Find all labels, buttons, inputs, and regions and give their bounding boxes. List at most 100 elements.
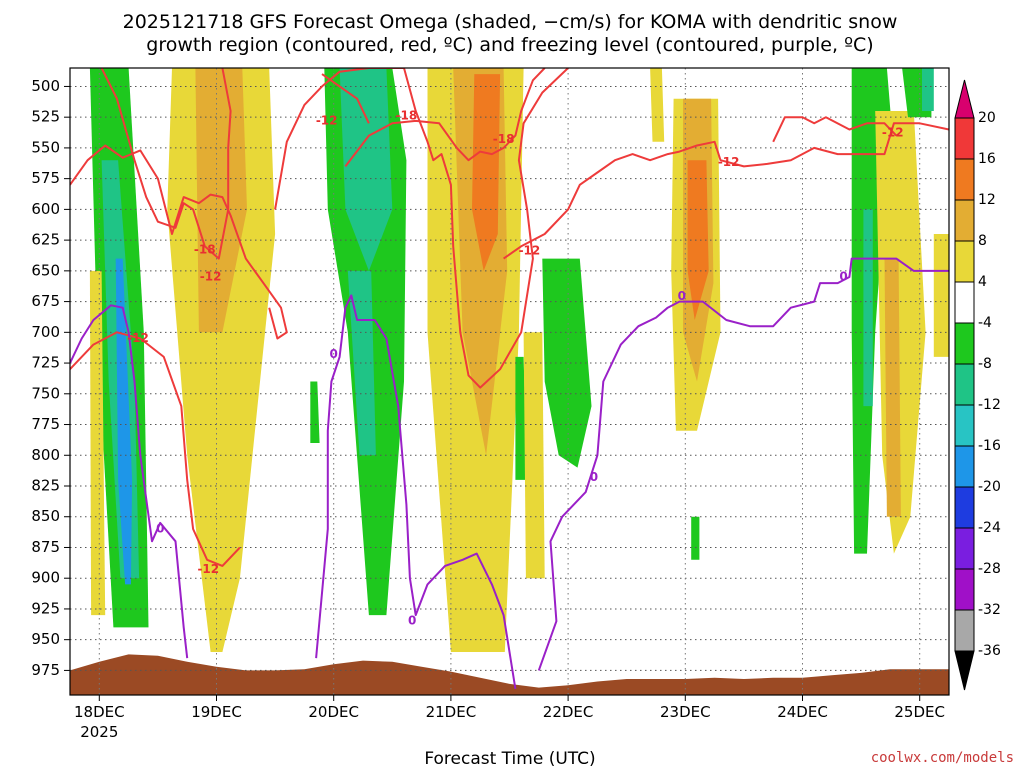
- colorbar-label-5: -4: [978, 315, 992, 331]
- y-tick-label-700: 700: [31, 323, 60, 341]
- y-tick-label-775: 775: [31, 415, 60, 433]
- red-contour-1: [70, 331, 241, 567]
- colorbar-box-6: [954, 363, 975, 406]
- x-tick-sublabel-18: 2025: [80, 723, 118, 741]
- x-axis-label: Forecast Time (UTC): [424, 749, 595, 768]
- colorbar-box-5: [954, 322, 975, 365]
- contour-label-15: 0: [839, 270, 847, 284]
- colorbar-label-3: 8: [978, 233, 987, 249]
- colorbar-label-6: -8: [978, 356, 992, 372]
- omega-region-4: [195, 68, 247, 333]
- colorbar-label-12: -32: [978, 602, 1001, 618]
- colorbar-box-2: [954, 199, 975, 242]
- contour-lines: [70, 68, 949, 690]
- omega-region-8: [339, 68, 393, 271]
- x-tick-label-24: 24DEC: [777, 703, 828, 721]
- contour-label-2: -12: [197, 562, 219, 576]
- colorbar-label-4: 4: [978, 274, 987, 290]
- colorbar-box-3: [954, 240, 975, 283]
- red-contour-6: [344, 68, 546, 168]
- y-tick-label-525: 525: [31, 108, 60, 126]
- y-tick-label-675: 675: [31, 292, 60, 310]
- colorbar-label-10: -24: [978, 520, 1001, 536]
- colorbar-box-0: [954, 117, 975, 160]
- x-tick-label-20: 20DEC: [308, 703, 359, 721]
- y-tick-label-650: 650: [31, 261, 60, 279]
- purple-contour-0: [70, 304, 189, 659]
- colorbar-top-arrow: [954, 79, 975, 119]
- x-tick-label-21: 21DEC: [426, 703, 477, 721]
- colorbar-box-12: [954, 609, 975, 652]
- omega-region-6: [310, 381, 320, 443]
- x-tick-label-19: 19DEC: [191, 703, 242, 721]
- colorbar-box-4: [954, 281, 975, 324]
- omega-region-27: [933, 234, 949, 357]
- colorbar: 20 16 12 8 4 -4 -8 -12 -16 -20 -24 -28 -32 -36: [954, 79, 1001, 691]
- y-tick-label-550: 550: [31, 138, 60, 156]
- y-axis: 500 525 550 575 600 625 650 675 700 725 750 775 800 8…: [31, 77, 70, 679]
- contour-label-12: 0: [408, 614, 416, 628]
- omega-region-15: [523, 332, 545, 579]
- red-contour-5: [100, 68, 232, 260]
- colorbar-label-0: 20: [978, 110, 996, 126]
- x-tick-label-25: 25DEC: [894, 703, 945, 721]
- contour-label-13: 0: [590, 470, 598, 484]
- omega-region-18: [687, 160, 709, 320]
- y-tick-label-725: 725: [31, 354, 60, 372]
- red-contour-3: [503, 122, 949, 260]
- contour-label-11: 0: [330, 347, 338, 361]
- x-axis: 18DEC 2025 19DEC 20DEC 21DEC 22DEC 23DEC 24DEC 2…: [74, 695, 945, 741]
- omega-shading: [89, 68, 949, 652]
- y-tick-label-850: 850: [31, 507, 60, 525]
- contour-label-4: -12: [519, 244, 541, 258]
- colorbar-label-1: 16: [978, 151, 996, 167]
- y-tick-label-950: 950: [31, 630, 60, 648]
- omega-region-24: [884, 258, 901, 517]
- ground-layer: [70, 654, 949, 695]
- x-tick-label-23: 23DEC: [660, 703, 711, 721]
- y-tick-label-800: 800: [31, 446, 60, 464]
- plot-frame: [69, 67, 950, 696]
- red-contour-4: [772, 116, 898, 143]
- purple-contour-2: [537, 257, 949, 671]
- y-tick-label-825: 825: [31, 477, 60, 495]
- chart-title-line-2: growth region (contoured, red, ºC) and f…: [146, 34, 873, 56]
- x-tick-label-22: 22DEC: [543, 703, 594, 721]
- y-tick-label-625: 625: [31, 231, 60, 249]
- omega-region-5: [89, 270, 106, 616]
- x-tick-label-18: 18DEC: [74, 703, 125, 721]
- y-tick-label-875: 875: [31, 538, 60, 556]
- contour-label-10: 0: [156, 522, 164, 536]
- y-tick-label-600: 600: [31, 200, 60, 218]
- y-tick-label-925: 925: [31, 599, 60, 617]
- contour-label-8: -18: [396, 108, 418, 122]
- y-tick-label-900: 900: [31, 569, 60, 587]
- colorbar-label-7: -12: [978, 397, 1001, 413]
- omega-region-9: [347, 270, 376, 456]
- contour-labels: -12 -12 -12 -12 -12 -12 -12 -18 -18 -18 0 0 0 0 0 0: [127, 108, 903, 627]
- colorbar-box-1: [954, 158, 975, 201]
- contour-label-9: -18: [493, 132, 515, 146]
- y-tick-label-575: 575: [31, 169, 60, 187]
- ground-fill: [70, 654, 949, 695]
- colorbar-label-11: -28: [978, 561, 1001, 577]
- plot-area: -12 -12 -12 -12 -12 -12 -12 -18 -18 -18 0 0 0 0 0 0: [69, 67, 950, 696]
- omega-region-19: [650, 68, 665, 142]
- red-contour-7: [321, 73, 370, 124]
- colorbar-box-11: [954, 568, 975, 611]
- omega-region-22: [863, 209, 873, 407]
- omega-region-14: [542, 258, 592, 468]
- colorbar-box-9: [954, 486, 975, 529]
- y-tick-label-975: 975: [31, 661, 60, 679]
- credit-text: coolwx.com/models: [871, 750, 1014, 766]
- contour-label-5: -12: [718, 155, 740, 169]
- red-contour-2: [274, 68, 569, 389]
- colorbar-box-8: [954, 445, 975, 488]
- contour-label-0: -12: [200, 270, 222, 284]
- colorbar-label-8: -16: [978, 438, 1001, 454]
- colorbar-box-7: [954, 404, 975, 447]
- colorbar-bottom-arrow: [954, 650, 975, 691]
- colorbar-box-10: [954, 527, 975, 570]
- contour-label-1: -12: [127, 331, 149, 345]
- contour-label-14: 0: [678, 289, 686, 303]
